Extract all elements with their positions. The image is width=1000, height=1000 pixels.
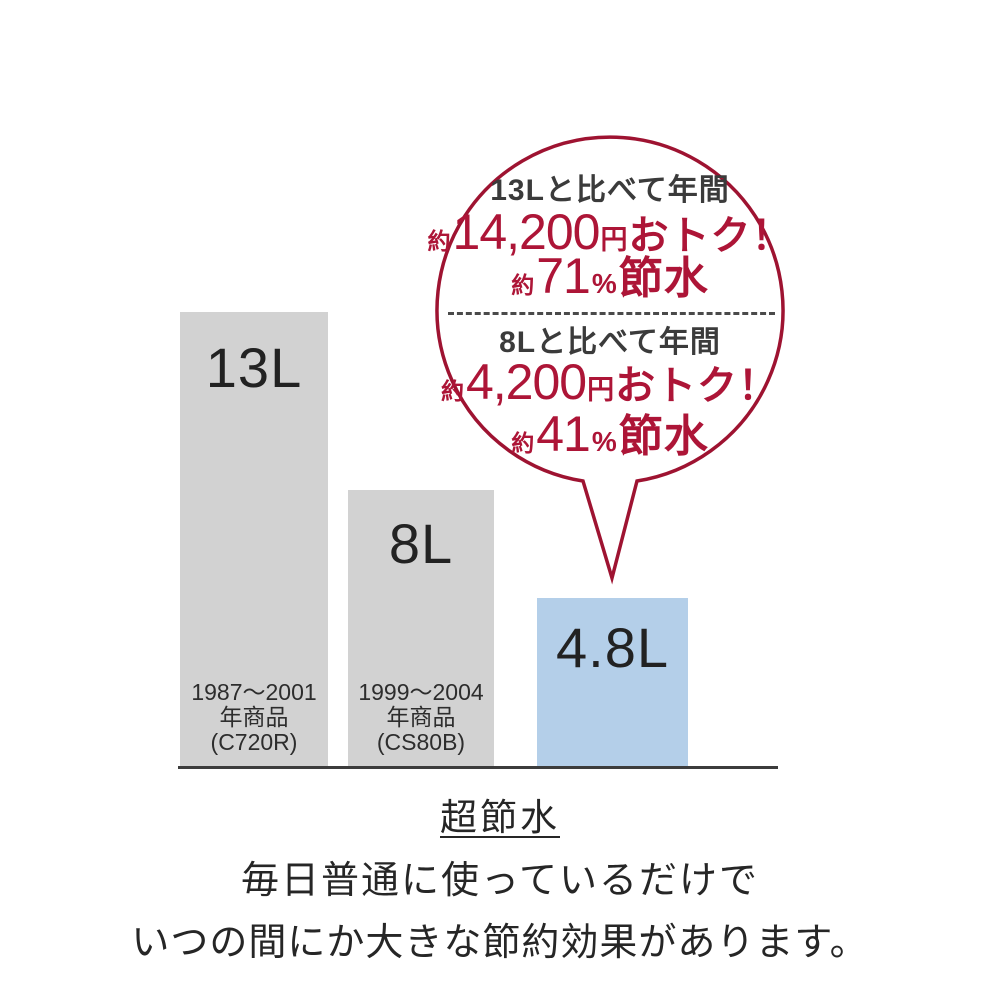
bar-8l: 8L 1999〜2004 年商品 (CS80B) xyxy=(348,490,494,767)
savings-percent-vs8l: 41 xyxy=(536,406,591,462)
savings-percent-vs13l: 71 xyxy=(536,248,591,304)
yen-unit: 円 xyxy=(600,225,628,255)
divider-dashed xyxy=(448,312,775,315)
bar-13l-value-label: 13L xyxy=(205,336,303,399)
approx-prefix: 約 xyxy=(511,430,535,456)
bar-13l: 13L 1987〜2001 年商品 (C720R) xyxy=(180,312,328,767)
otoku-label: おトク！ xyxy=(628,214,793,258)
approx-prefix: 約 xyxy=(440,378,464,404)
yen-unit: 円 xyxy=(587,375,615,405)
savings-amount-vs8l: 4,200 xyxy=(465,354,587,410)
bar-13l-years: 1987〜2001 xyxy=(191,679,317,705)
callout-savings-yen-vs13l: 約 14,200 円 おトク！ xyxy=(428,203,792,261)
bar-13l-product: 年商品 xyxy=(219,704,289,730)
caption-line-2: いつの間にか大きな節約効果があります。 xyxy=(131,922,869,964)
callout-savings-percent-vs8l: 約 41 % 節水 xyxy=(437,400,783,464)
baseline-axis xyxy=(178,766,778,769)
percent-sign: % xyxy=(591,268,617,299)
percent-sign: % xyxy=(591,426,617,457)
bar-4point8l: 4.8L xyxy=(537,598,688,767)
savings-amount-vs13l: 14,200 xyxy=(452,204,601,260)
bar-8l-product: 年商品 xyxy=(386,704,456,730)
sessui-label: 節水 xyxy=(618,254,709,303)
approx-prefix: 約 xyxy=(511,272,535,298)
bar-13l-model: (C720R) xyxy=(210,729,298,755)
callout-title-vs13l: 13Lと比べて年間 xyxy=(490,174,730,207)
caption: 超節水 毎日普通に使っているだけで いつの間にか大きな節約効果があります。 xyxy=(0,796,1000,966)
bar-8l-years: 1999〜2004 xyxy=(358,679,484,705)
approx-prefix: 約 xyxy=(427,228,451,254)
caption-line-1: 毎日普通に使っているだけで xyxy=(240,860,760,902)
callout-savings-yen-vs8l: 約 4,200 円 おトク！ xyxy=(437,353,783,411)
bar-8l-model: (CS80B) xyxy=(376,729,466,755)
callout-title-vs8l: 8Lと比べて年間 xyxy=(499,326,721,359)
bar-4point8l-value-label: 4.8L xyxy=(556,616,669,679)
bar-8l-sublabel: 1999〜2004 年商品 (CS80B) xyxy=(348,680,494,755)
caption-heading: 超節水 xyxy=(440,797,560,838)
otoku-label: おトク！ xyxy=(615,364,780,408)
sessui-label: 節水 xyxy=(618,412,709,461)
callout-savings-percent-vs13l: 約 71 % 節水 xyxy=(437,242,783,306)
bar-13l-sublabel: 1987〜2001 年商品 (C720R) xyxy=(180,680,328,755)
bar-8l-value-label: 8L xyxy=(388,512,454,575)
